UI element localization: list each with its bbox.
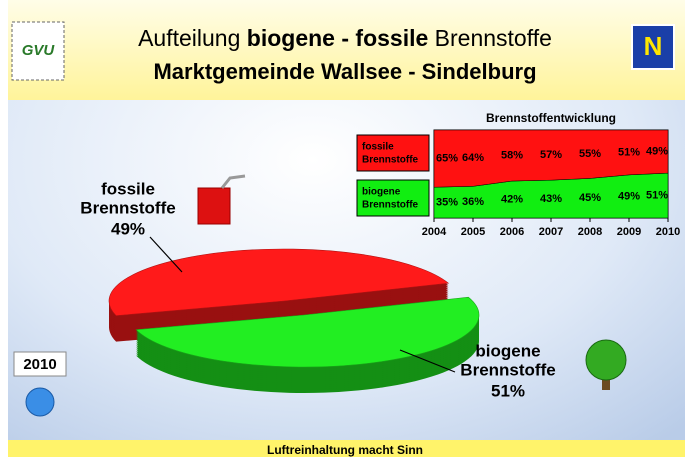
pie-value-label: 49%	[111, 219, 145, 238]
x-tick-label: 2005	[461, 226, 485, 238]
icon-tree-crown	[586, 340, 626, 380]
title-part: Aufteilung	[138, 25, 247, 51]
area-value-label: 49%	[646, 145, 668, 157]
area-value-label: 51%	[618, 146, 640, 158]
inset-title: Brennstoffentwicklung	[486, 111, 616, 125]
x-tick-label: 2008	[578, 226, 602, 238]
icon-globe	[26, 388, 54, 416]
icon-can	[198, 188, 230, 224]
area-value-label: 42%	[501, 193, 523, 205]
title: Aufteilung biogene - fossile Brennstoffe	[138, 25, 552, 51]
title-part: Brennstoffe	[428, 25, 552, 51]
area-value-label: 64%	[462, 152, 484, 164]
area-value-label: 36%	[462, 196, 484, 208]
logo-left: GVU	[22, 42, 56, 59]
x-tick-label: 2009	[617, 226, 641, 238]
subtitle: Marktgemeinde Wallsee - Sindelburg	[153, 59, 536, 84]
area-value-label: 49%	[618, 190, 640, 202]
logo-right: N	[644, 31, 663, 61]
area-value-label: 58%	[501, 149, 523, 161]
year-label: 2010	[23, 356, 56, 373]
area-value-label: 57%	[540, 149, 562, 161]
x-tick-label: 2006	[500, 226, 524, 238]
area-value-label: 51%	[646, 189, 668, 201]
area-value-label: 35%	[436, 197, 458, 209]
area-value-label: 45%	[579, 192, 601, 204]
slide: GVU N Aufteilung biogene - fossile Brenn…	[0, 0, 685, 457]
footer: Luftreinhaltung macht Sinn	[267, 443, 423, 457]
x-tick-label: 2004	[422, 226, 447, 238]
x-tick-label: 2010	[656, 226, 680, 238]
pie-value-label: 51%	[491, 381, 525, 400]
area-value-label: 43%	[540, 193, 562, 205]
area-value-label: 55%	[579, 148, 601, 160]
area-value-label: 65%	[436, 153, 458, 165]
x-tick-label: 2007	[539, 226, 563, 238]
title-part: biogene - fossile	[247, 25, 428, 51]
